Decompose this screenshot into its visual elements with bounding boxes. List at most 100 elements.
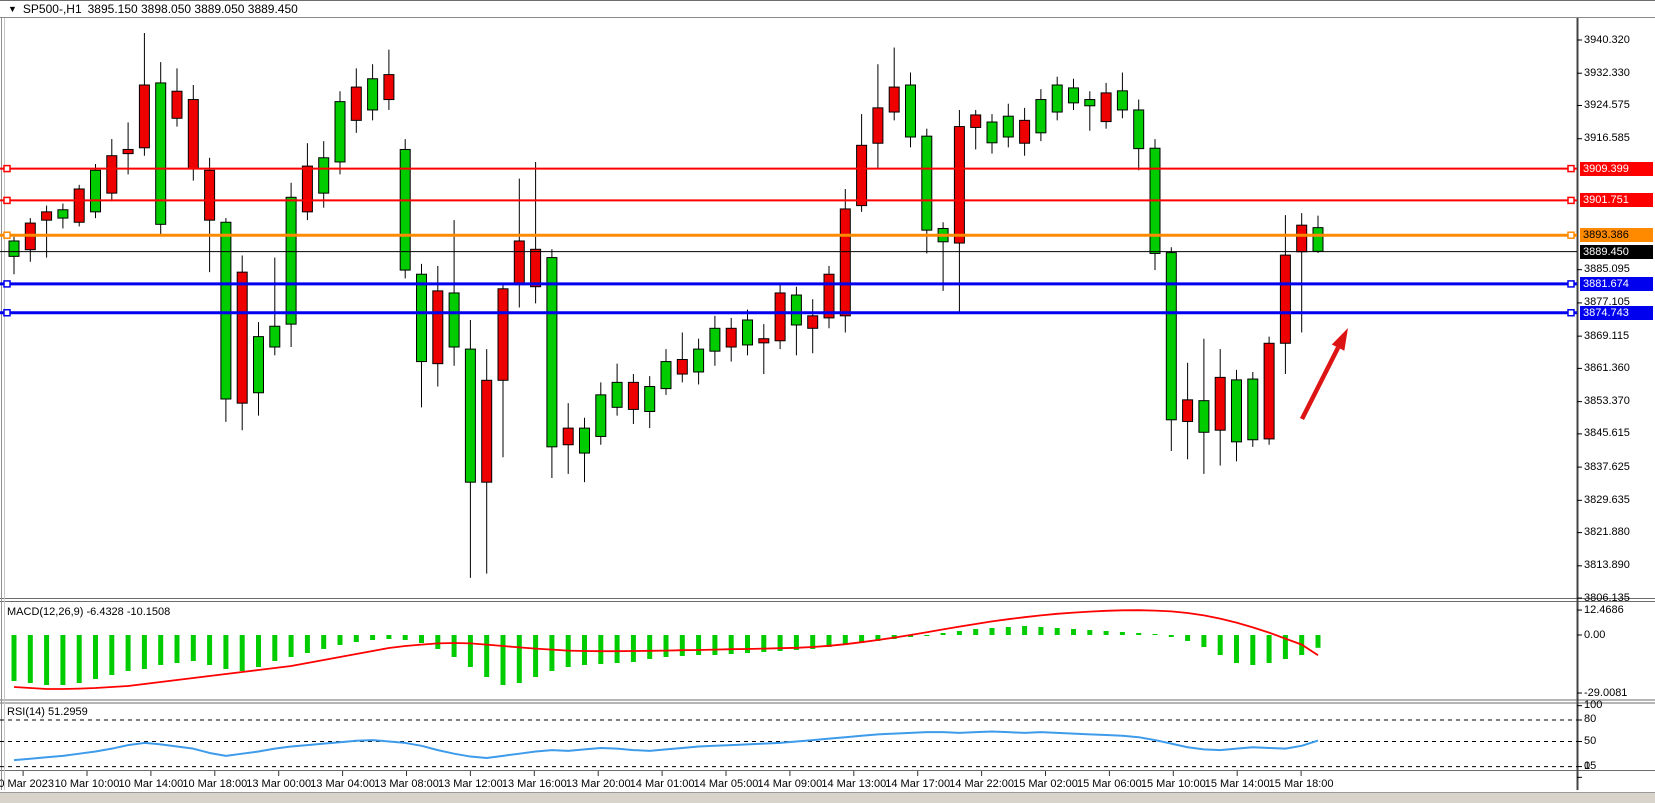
candle — [8, 240, 20, 257]
price-tick-label: 3924.575 — [1584, 98, 1630, 111]
candle — [367, 78, 379, 111]
macd-bar — [761, 635, 767, 652]
macd-panel — [11, 609, 1321, 690]
candle — [839, 208, 851, 317]
candle — [73, 188, 85, 223]
horizontal-line-objects[interactable] — [0, 164, 1577, 317]
candle — [1263, 342, 1275, 440]
candle — [807, 315, 819, 329]
rsi-name: RSI(14) — [7, 706, 45, 718]
macd-bar — [1103, 631, 1109, 635]
macd-bar — [663, 635, 669, 657]
macd-bar — [614, 635, 620, 663]
time-tick-label: 15 Mar 14:00 — [1204, 778, 1270, 790]
candle — [155, 82, 167, 225]
candle — [1051, 84, 1063, 113]
candle — [970, 114, 982, 128]
price-tick-label: 3813.890 — [1584, 559, 1630, 572]
price-tick-label: 3916.585 — [1584, 132, 1630, 145]
macd-bar — [93, 635, 98, 679]
time-tick-label: 14 Mar 17:00 — [885, 778, 951, 790]
macd-values: -6.4328 -10.1508 — [86, 606, 171, 618]
annotation-arrow[interactable] — [1299, 328, 1348, 421]
time-tick-label: 13 Mar 12:00 — [437, 778, 503, 790]
candlestick-series — [8, 33, 1324, 578]
macd-bar — [370, 635, 376, 640]
price-tick-label: 3885.095 — [1584, 263, 1630, 276]
line-handle[interactable] — [1567, 231, 1575, 239]
candle — [1002, 115, 1014, 138]
macd-bar — [745, 635, 750, 653]
macd-bar — [1315, 635, 1321, 648]
price-badge: 3889.450 — [1580, 244, 1653, 259]
candle — [90, 169, 101, 213]
rsi-axis-label: 100 — [1584, 699, 1603, 712]
candle — [888, 86, 900, 113]
time-tick-label: 13 Mar 16:00 — [501, 778, 567, 790]
line-handle[interactable] — [1567, 164, 1575, 173]
line-handle[interactable] — [3, 231, 11, 239]
time-tick-label: 10 Mar 18:00 — [182, 778, 248, 790]
macd-bar — [44, 635, 50, 685]
macd-bar — [777, 635, 783, 651]
line-handle[interactable] — [3, 196, 11, 205]
macd-bar — [582, 635, 587, 665]
price-tick-label: 3821.880 — [1584, 526, 1630, 539]
time-tick-label: 15 Mar 18:00 — [1268, 778, 1334, 790]
ohlc-quote: 3895.150 3898.050 3889.050 3889.450 — [87, 2, 298, 16]
macd-bar — [353, 635, 359, 642]
time-tick-label: 14 Mar 13:00 — [821, 778, 887, 790]
macd-bar — [1168, 635, 1174, 637]
macd-signal-line — [13, 609, 1319, 690]
macd-bar — [1282, 635, 1288, 659]
candle — [562, 427, 574, 446]
macd-bar — [1054, 628, 1060, 635]
candle — [546, 257, 558, 448]
macd-bar — [859, 635, 865, 643]
time-tick-label: 13 Mar 00:00 — [246, 778, 312, 790]
macd-bar — [1119, 632, 1125, 635]
candle — [1165, 252, 1177, 421]
candle — [1019, 119, 1031, 144]
candle — [986, 121, 998, 144]
line-handle[interactable] — [3, 280, 11, 288]
macd-bar — [109, 635, 115, 675]
candle — [758, 338, 770, 344]
macd-bar — [1038, 627, 1044, 635]
line-handle[interactable] — [3, 308, 11, 317]
line-handle[interactable] — [1567, 308, 1575, 317]
macd-bar — [256, 635, 261, 667]
price-tick-label: 3806.135 — [1584, 591, 1630, 604]
candle — [1231, 379, 1242, 443]
candle — [416, 273, 427, 363]
macd-bar — [728, 635, 734, 654]
candle — [953, 126, 965, 244]
macd-bar — [288, 635, 294, 657]
line-handle[interactable] — [1567, 280, 1575, 288]
macd-bar — [125, 635, 131, 671]
symbol-dropdown-icon[interactable]: ▼ — [8, 3, 17, 14]
candle — [220, 221, 232, 400]
macd-bar — [484, 635, 490, 677]
macd-bar — [973, 629, 979, 635]
macd-bar — [174, 635, 180, 663]
candle — [269, 325, 281, 348]
candle — [1247, 378, 1259, 441]
candle — [579, 427, 590, 454]
candle — [57, 209, 69, 219]
macd-bar — [842, 635, 848, 645]
line-handle[interactable] — [1567, 196, 1575, 205]
candle — [644, 386, 656, 412]
macd-bar — [500, 635, 506, 685]
line-handle[interactable] — [3, 164, 11, 173]
macd-bar — [321, 635, 327, 649]
macd-bar — [1201, 635, 1207, 647]
macd-bar — [679, 635, 685, 656]
macd-bar — [1071, 629, 1076, 635]
rsi-indicator-label: RSI(14) 51.2959 — [7, 706, 88, 718]
price-tick-label: 3869.115 — [1584, 329, 1630, 342]
rsi-axis-label: 50 — [1584, 735, 1597, 747]
macd-bar — [712, 635, 718, 655]
candle — [660, 361, 672, 390]
